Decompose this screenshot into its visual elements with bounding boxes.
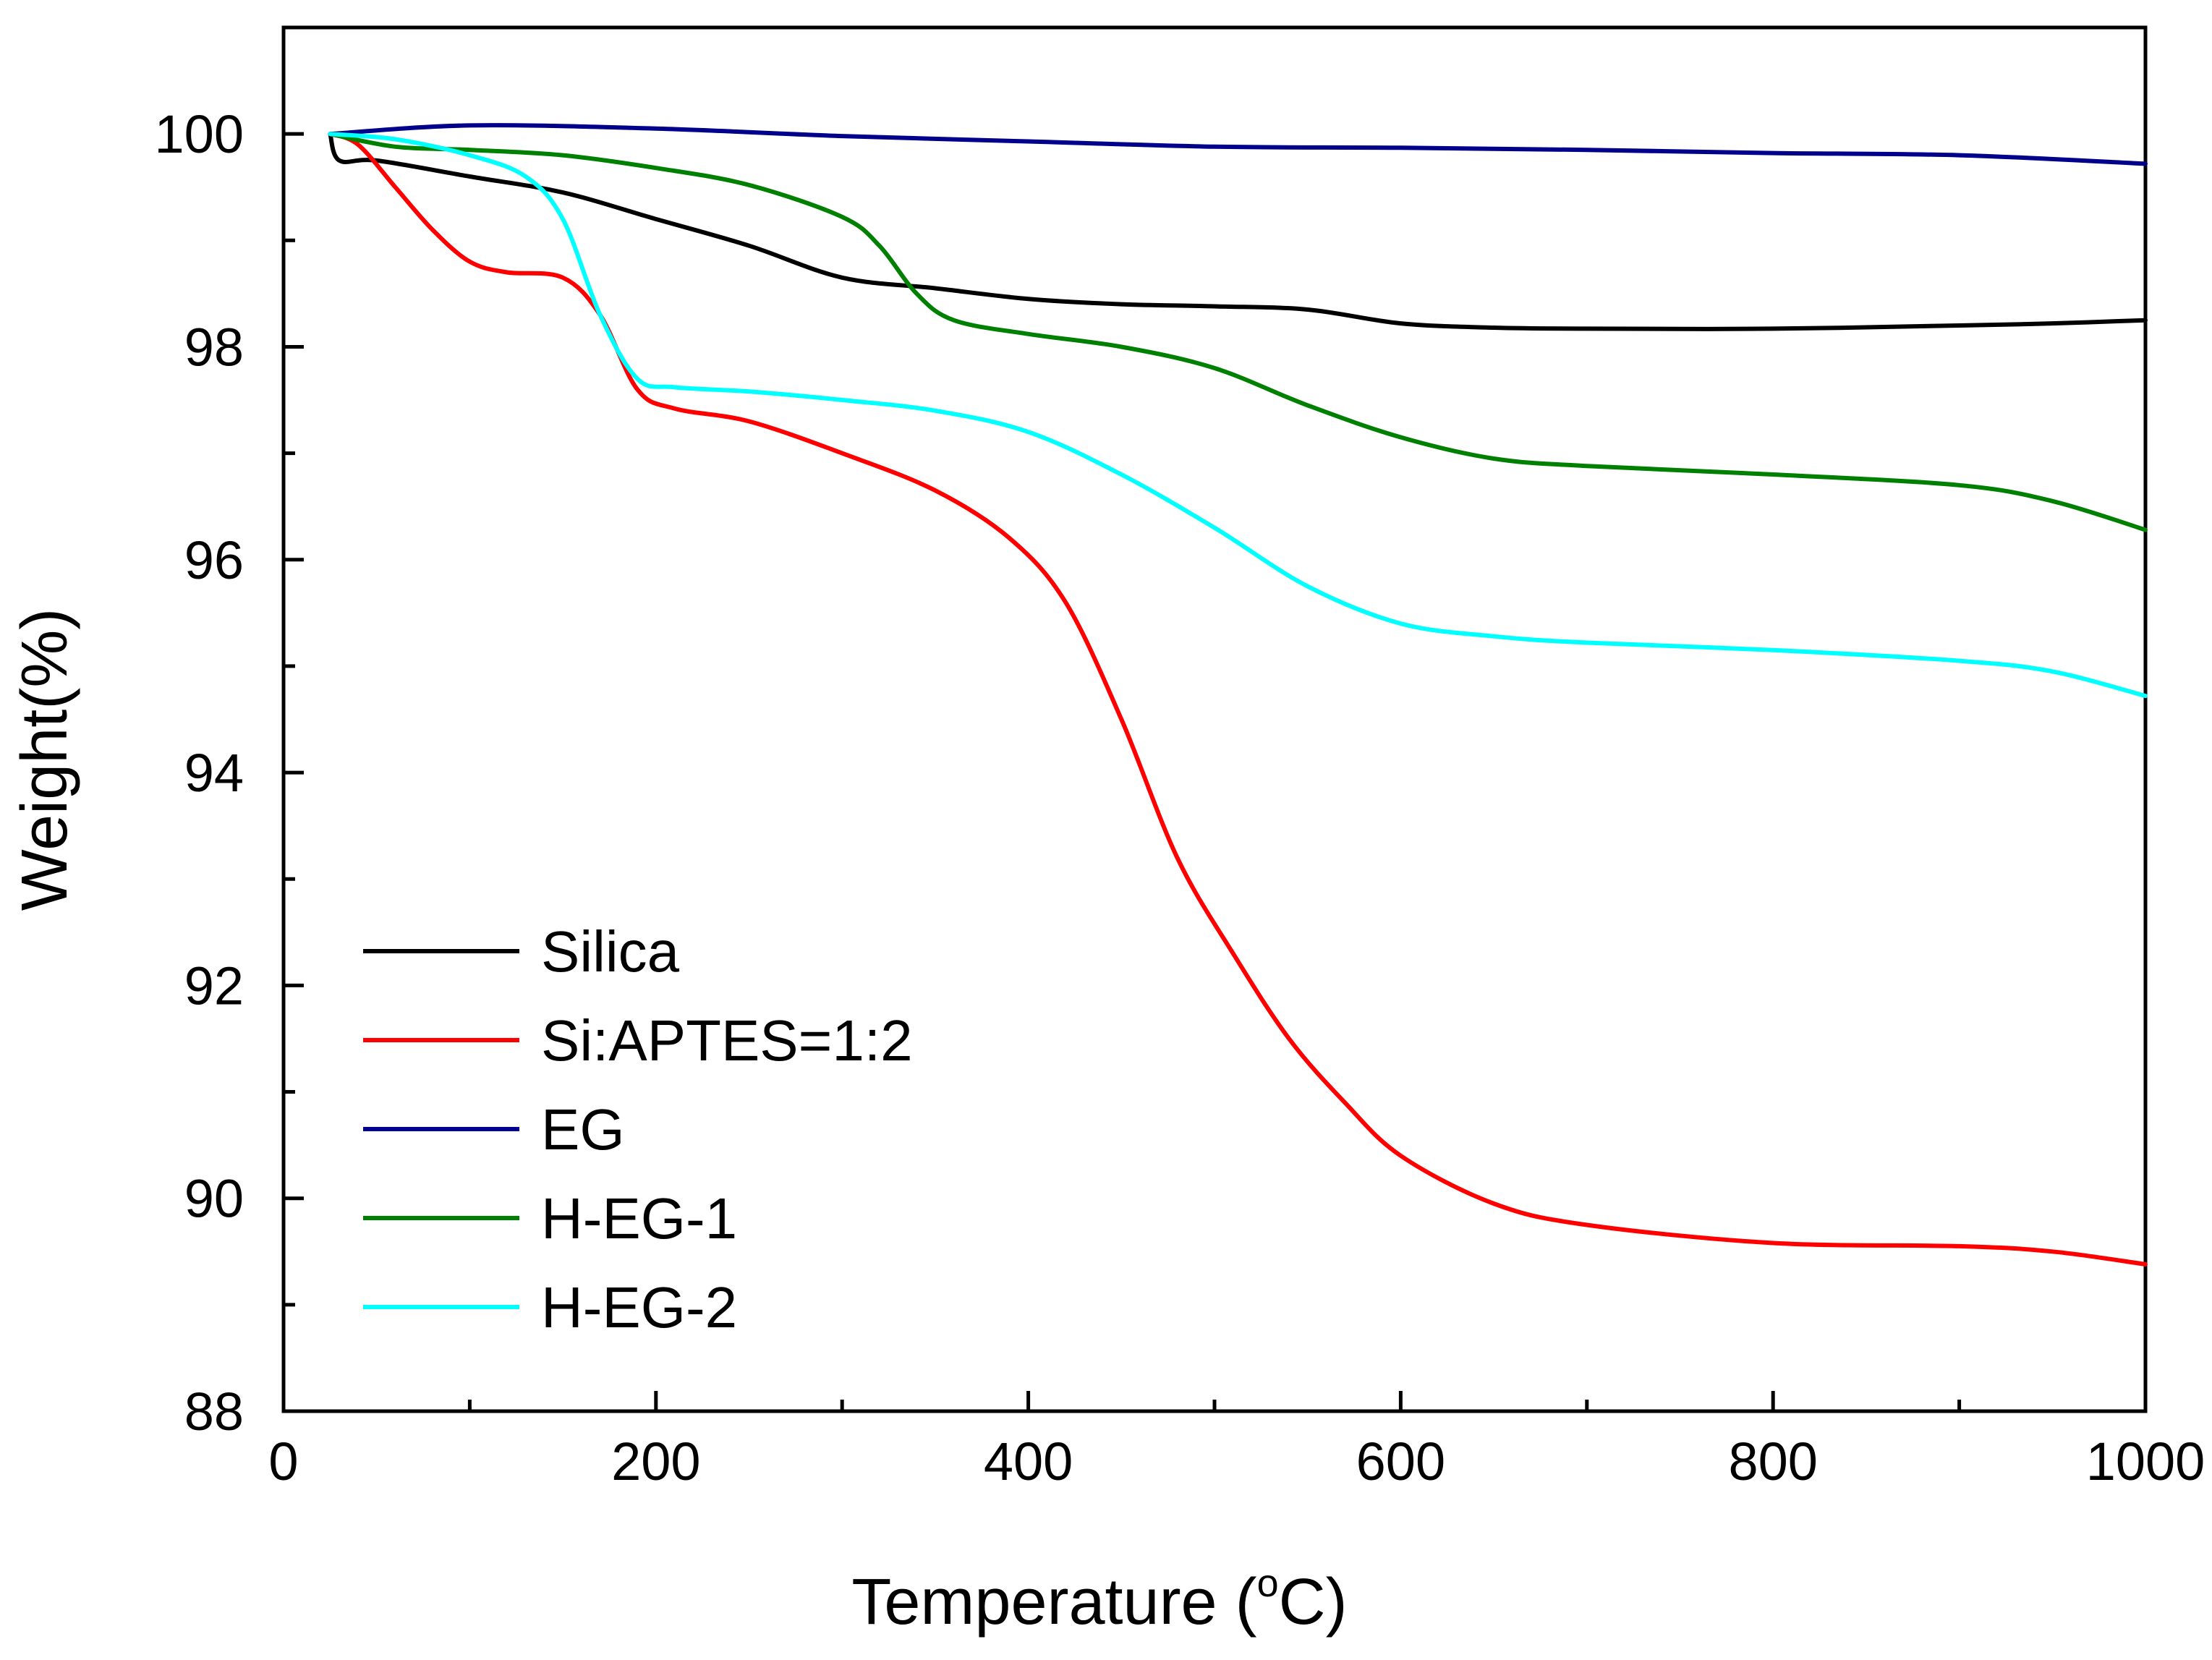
y-axis-ticks: 88 90 92 94 96 98 100 bbox=[155, 25, 304, 1442]
x-tick-label: 400 bbox=[984, 1431, 1073, 1491]
y-tick-label: 98 bbox=[184, 317, 244, 377]
legend-label-3: H-EG-1 bbox=[541, 1186, 737, 1251]
x-axis-title-prefix: Temperature ( bbox=[851, 1566, 1256, 1638]
x-tick-label: 1000 bbox=[2086, 1431, 2205, 1491]
legend-label-0: Silica bbox=[541, 919, 680, 984]
legend-label-1: Si:APTES=1:2 bbox=[541, 1008, 913, 1073]
x-axis-ticks: 0 200 400 600 800 1000 bbox=[268, 1391, 2205, 1491]
series-line-2 bbox=[328, 123, 2148, 166]
series-line-4 bbox=[328, 132, 2148, 699]
y-tick-label: 94 bbox=[184, 743, 244, 803]
x-tick-label: 200 bbox=[611, 1431, 700, 1491]
series-lines bbox=[328, 123, 2148, 1267]
x-tick-label: 0 bbox=[268, 1431, 298, 1491]
x-tick-label: 600 bbox=[1356, 1431, 1445, 1491]
x-axis-title-suffix: C) bbox=[1279, 1566, 1348, 1638]
legend: Silica Si:APTES=1:2 EG H-EG-1 H-EG-2 bbox=[363, 919, 913, 1340]
series-line-3 bbox=[328, 132, 2148, 532]
legend-label-4: H-EG-2 bbox=[541, 1275, 737, 1340]
series-line-1 bbox=[328, 132, 2148, 1267]
y-tick-label: 100 bbox=[155, 104, 244, 164]
y-tick-label: 92 bbox=[184, 955, 244, 1016]
x-tick-label: 800 bbox=[1728, 1431, 1817, 1491]
x-axis-title: Temperature (oC) bbox=[851, 1562, 1347, 1638]
y-axis-title: Weight(%) bbox=[9, 608, 81, 911]
series-line-0 bbox=[328, 132, 2148, 331]
x-axis-title-superscript: o bbox=[1257, 1562, 1279, 1605]
y-tick-label: 96 bbox=[184, 530, 244, 590]
legend-label-2: EG bbox=[541, 1097, 625, 1162]
y-tick-label: 90 bbox=[184, 1169, 244, 1229]
y-tick-label: 88 bbox=[184, 1382, 244, 1442]
